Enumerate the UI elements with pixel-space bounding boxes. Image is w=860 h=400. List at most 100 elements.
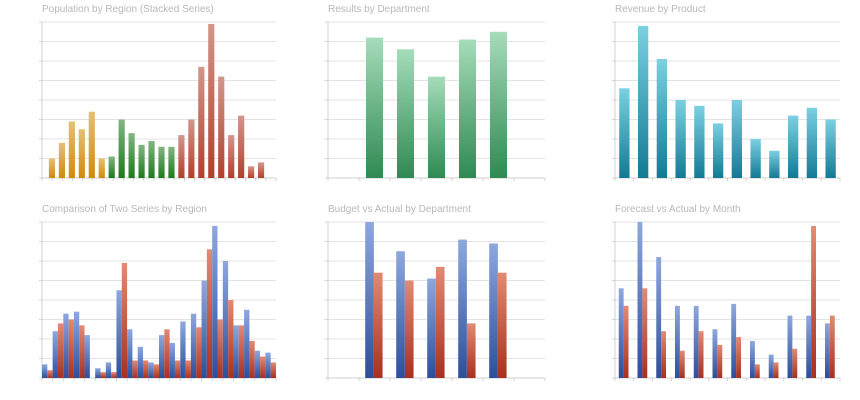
bar bbox=[58, 142, 66, 178]
bar bbox=[132, 360, 138, 378]
bar bbox=[108, 156, 115, 178]
bar bbox=[63, 313, 69, 378]
bar bbox=[68, 121, 75, 178]
bar bbox=[825, 323, 830, 378]
bar bbox=[159, 335, 165, 378]
bar bbox=[489, 31, 508, 178]
chart-5 bbox=[325, 221, 546, 381]
bar bbox=[118, 119, 125, 178]
bar bbox=[105, 362, 112, 378]
bar bbox=[365, 37, 384, 178]
bar bbox=[694, 105, 705, 178]
bar bbox=[717, 344, 723, 378]
bar bbox=[52, 331, 58, 378]
bar bbox=[178, 135, 185, 178]
bar bbox=[201, 280, 207, 378]
bar bbox=[787, 315, 793, 378]
bar bbox=[73, 311, 80, 378]
bar bbox=[811, 225, 816, 378]
bar bbox=[190, 313, 197, 378]
chart-title: Revenue by Product bbox=[615, 4, 706, 15]
bar bbox=[111, 372, 117, 378]
bar bbox=[731, 100, 743, 178]
bar bbox=[98, 158, 105, 178]
bar bbox=[623, 305, 629, 378]
chart-title: Budget vs Actual by Department bbox=[328, 204, 471, 215]
bar bbox=[712, 123, 724, 178]
bar bbox=[84, 335, 90, 378]
bar bbox=[188, 119, 195, 178]
bar bbox=[693, 305, 699, 378]
bar bbox=[404, 280, 414, 378]
bar bbox=[121, 262, 128, 378]
bar bbox=[158, 146, 165, 178]
bar bbox=[212, 225, 218, 378]
bar bbox=[260, 356, 266, 378]
bar bbox=[248, 166, 255, 178]
bar bbox=[222, 261, 229, 378]
bar bbox=[497, 272, 507, 378]
bar bbox=[233, 325, 239, 378]
bar bbox=[265, 352, 271, 378]
bar bbox=[656, 59, 668, 178]
bar bbox=[458, 239, 467, 378]
bar bbox=[79, 325, 85, 378]
bar bbox=[773, 362, 779, 378]
chart-1 bbox=[39, 21, 277, 181]
bar bbox=[768, 354, 774, 378]
bar bbox=[95, 368, 101, 378]
bar bbox=[675, 100, 686, 178]
chart-3 bbox=[612, 21, 841, 181]
bar bbox=[806, 107, 818, 178]
bar bbox=[769, 150, 780, 178]
bar bbox=[736, 337, 741, 378]
bar bbox=[396, 49, 415, 178]
chart-title: Population by Region (Stacked Series) bbox=[42, 4, 214, 15]
bar bbox=[618, 288, 624, 378]
chart-title: Results by Department bbox=[328, 4, 430, 15]
bar bbox=[466, 323, 476, 378]
bar bbox=[218, 76, 225, 178]
bar bbox=[185, 360, 191, 378]
bar bbox=[68, 319, 74, 378]
chart-2 bbox=[325, 21, 546, 181]
bar bbox=[754, 364, 760, 378]
bar bbox=[661, 331, 666, 378]
bar bbox=[656, 257, 662, 378]
bar bbox=[174, 360, 181, 378]
bar bbox=[427, 76, 446, 178]
bar bbox=[435, 266, 445, 378]
bar bbox=[731, 303, 737, 378]
bar bbox=[238, 325, 245, 378]
bar bbox=[47, 370, 53, 378]
bar bbox=[78, 129, 85, 178]
bar bbox=[427, 278, 436, 378]
bar bbox=[675, 305, 680, 378]
chart-title: Comparison of Two Series by Region bbox=[42, 204, 207, 215]
chart-4 bbox=[39, 221, 277, 381]
chart-title: Forecast vs Actual by Month bbox=[615, 204, 741, 215]
bar bbox=[637, 222, 643, 378]
bar bbox=[148, 140, 155, 178]
bar bbox=[750, 340, 755, 378]
bar bbox=[270, 362, 276, 378]
bar bbox=[712, 329, 718, 378]
bar bbox=[57, 323, 64, 378]
bar bbox=[637, 25, 649, 179]
bar bbox=[164, 329, 170, 378]
bar bbox=[116, 290, 122, 378]
bar bbox=[137, 346, 144, 378]
bar bbox=[254, 350, 261, 378]
bar bbox=[138, 144, 145, 178]
bar bbox=[489, 243, 498, 378]
bar bbox=[238, 115, 245, 178]
bar bbox=[458, 39, 477, 178]
bar bbox=[42, 364, 48, 378]
bar bbox=[196, 327, 202, 378]
bar bbox=[244, 309, 250, 378]
bar bbox=[679, 350, 685, 378]
bar bbox=[206, 249, 213, 378]
bar bbox=[249, 340, 255, 378]
bar bbox=[806, 315, 812, 378]
